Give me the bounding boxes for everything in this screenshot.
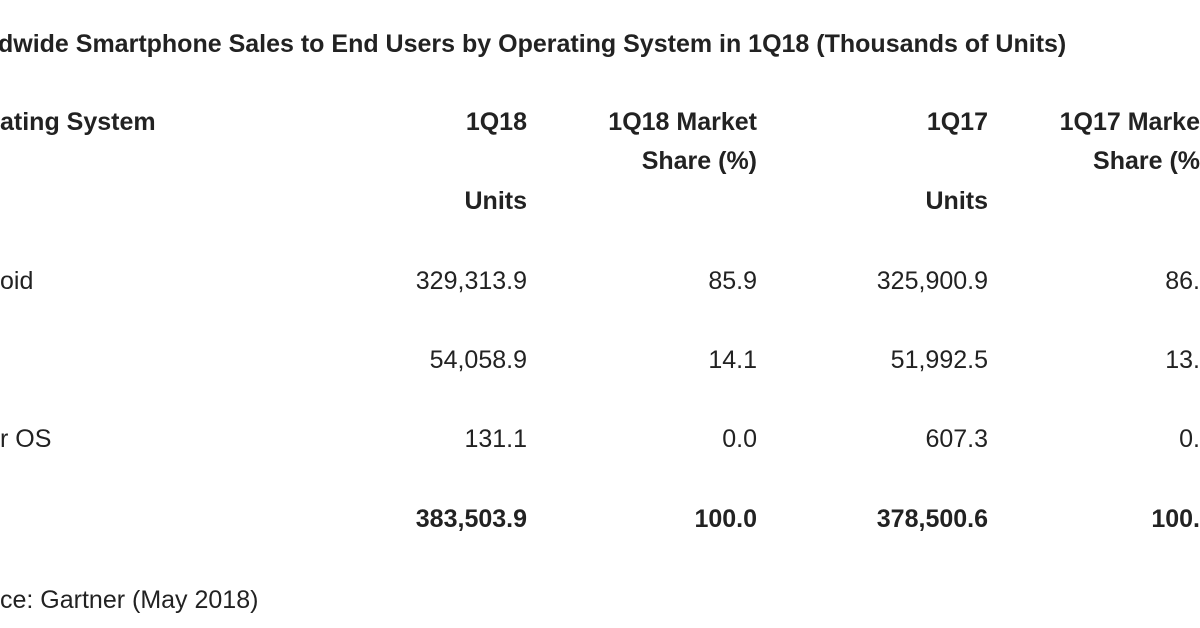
cell: 100.0 — [694, 505, 757, 533]
column-header: 1Q18 — [465, 108, 527, 136]
column-header: 1Q17 Marke — [1059, 108, 1200, 136]
cell: 325,900.9 — [876, 267, 988, 295]
column-header: Share (%) — [641, 147, 757, 175]
cell: 329,313.9 — [415, 267, 527, 295]
column-header: Units — [925, 187, 989, 215]
row-label: r OS — [0, 425, 52, 453]
title: dwide Smartphone Sales to End Users by O… — [0, 30, 1067, 58]
cell: 14.1 — [708, 346, 757, 374]
row-label: oid — [0, 267, 34, 295]
cell: 378,500.6 — [876, 505, 988, 533]
cell: 54,058.9 — [429, 346, 527, 374]
cell: 85.9 — [708, 267, 757, 295]
column-header: Units — [464, 187, 528, 215]
cell: 86. — [1165, 267, 1200, 295]
cell: 13. — [1165, 346, 1200, 374]
cell: 131.1 — [464, 425, 527, 453]
cell: 100. — [1151, 505, 1200, 533]
header-label: ating System — [0, 108, 156, 136]
column-header: 1Q18 Market — [608, 108, 757, 136]
cell: 51,992.5 — [890, 346, 988, 374]
cell: 607.3 — [925, 425, 988, 453]
column-header: 1Q17 — [926, 108, 988, 136]
source: ce: Gartner (May 2018) — [0, 586, 259, 614]
cell: 0.0 — [722, 425, 757, 453]
column-header: Share (% — [1093, 147, 1200, 175]
cell: 0. — [1179, 425, 1200, 453]
cell: 383,503.9 — [415, 505, 527, 533]
